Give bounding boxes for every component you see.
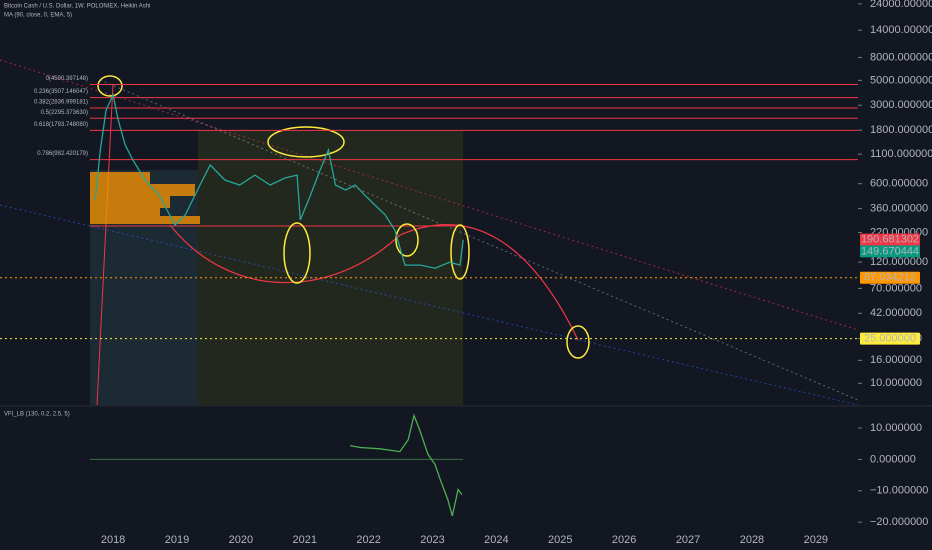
fib-line xyxy=(96,83,114,406)
y-tick-label: 1100.000000 xyxy=(870,148,932,160)
profile-bar xyxy=(90,208,160,216)
profile-bar xyxy=(90,196,170,208)
x-tick-label: 2022 xyxy=(356,534,380,546)
x-tick-label: 2027 xyxy=(676,534,700,546)
price-tag-label: 190.681302 xyxy=(861,233,919,245)
price-tag xyxy=(860,332,920,345)
trend-line xyxy=(0,204,859,406)
x-tick-label: 2025 xyxy=(548,534,572,546)
x-tick-label: 2023 xyxy=(420,534,444,546)
fib-label: 0.5(2295.373630) xyxy=(41,110,88,116)
price-tag-label: 25.000000 xyxy=(864,332,916,344)
indicator-label: VFI_LB (130, 0.2, 2.5, 5) xyxy=(4,412,70,418)
volume-profile xyxy=(90,172,200,224)
profile-bar xyxy=(90,172,150,184)
indicator-label: MA (90, close, 0, EMA, 5) xyxy=(4,13,72,19)
y-tick-label: 600.000000 xyxy=(870,178,928,190)
fib-label: 0(4590.397148) xyxy=(46,76,88,82)
circle xyxy=(395,223,419,257)
y-tick-label: −20.000000 xyxy=(870,516,928,528)
y-tick-label: 0.000000 xyxy=(870,453,916,465)
profile-bar xyxy=(90,216,200,224)
price-tag-label: 149.670444 xyxy=(861,245,919,257)
y-tick-label: 24000.000000 xyxy=(870,0,932,10)
y-tick-label: 120.000000 xyxy=(870,256,928,268)
x-tick-label: 2019 xyxy=(165,534,189,546)
x-tick-label: 2029 xyxy=(804,534,828,546)
annotations xyxy=(97,75,590,359)
circle xyxy=(283,222,311,284)
trend-line xyxy=(99,79,859,401)
x-tick-label: 2028 xyxy=(740,534,764,546)
chart-title: Bitcoin Cash / U.S. Dollar, 1W, POLONIEX… xyxy=(4,4,150,10)
circle xyxy=(450,224,470,280)
price-line xyxy=(349,413,463,517)
price-tag-label: 87.034212 xyxy=(864,272,916,284)
y-tick-label: 42.000000 xyxy=(870,307,922,319)
y-tick-label: 360.000000 xyxy=(870,202,928,214)
fib-label: 0.786(982.420179) xyxy=(37,151,88,157)
y-tick-label: −10.000000 xyxy=(870,485,928,497)
y-tick-label: 8000.000000 xyxy=(870,51,932,63)
fib-label: 0.618(1793.748080) xyxy=(34,122,88,128)
x-tick-label: 2020 xyxy=(229,534,253,546)
profile-bar xyxy=(90,184,195,196)
y-tick-label: 3000.000000 xyxy=(870,99,932,111)
x-tick-label: 2024 xyxy=(484,534,508,546)
x-tick-label: 2018 xyxy=(101,534,125,546)
shaded-zone xyxy=(198,130,463,405)
price-tag xyxy=(860,271,920,284)
x-tick-label: 2021 xyxy=(292,534,316,546)
fib-label: 0.236(3507.146047) xyxy=(34,89,88,95)
fib-label: 0.382(2836.999181) xyxy=(34,100,88,106)
y-tick-label: 1800.000000 xyxy=(870,124,932,136)
price-tag xyxy=(860,245,920,258)
curve xyxy=(169,224,579,341)
circle xyxy=(97,75,123,97)
y-tick-label: 10.000000 xyxy=(870,422,922,434)
circle xyxy=(267,126,345,158)
circle xyxy=(566,325,590,359)
y-tick-label: 16.000000 xyxy=(870,354,922,366)
y-tick-label: 5000.000000 xyxy=(870,74,932,86)
y-tick-label: 10.000000 xyxy=(870,377,922,389)
y-tick-label: 14000.000000 xyxy=(870,24,932,36)
x-tick-label: 2026 xyxy=(612,534,636,546)
price-line xyxy=(94,92,464,269)
y-tick-label: 70.000000 xyxy=(870,282,922,294)
price-tag xyxy=(860,233,920,246)
